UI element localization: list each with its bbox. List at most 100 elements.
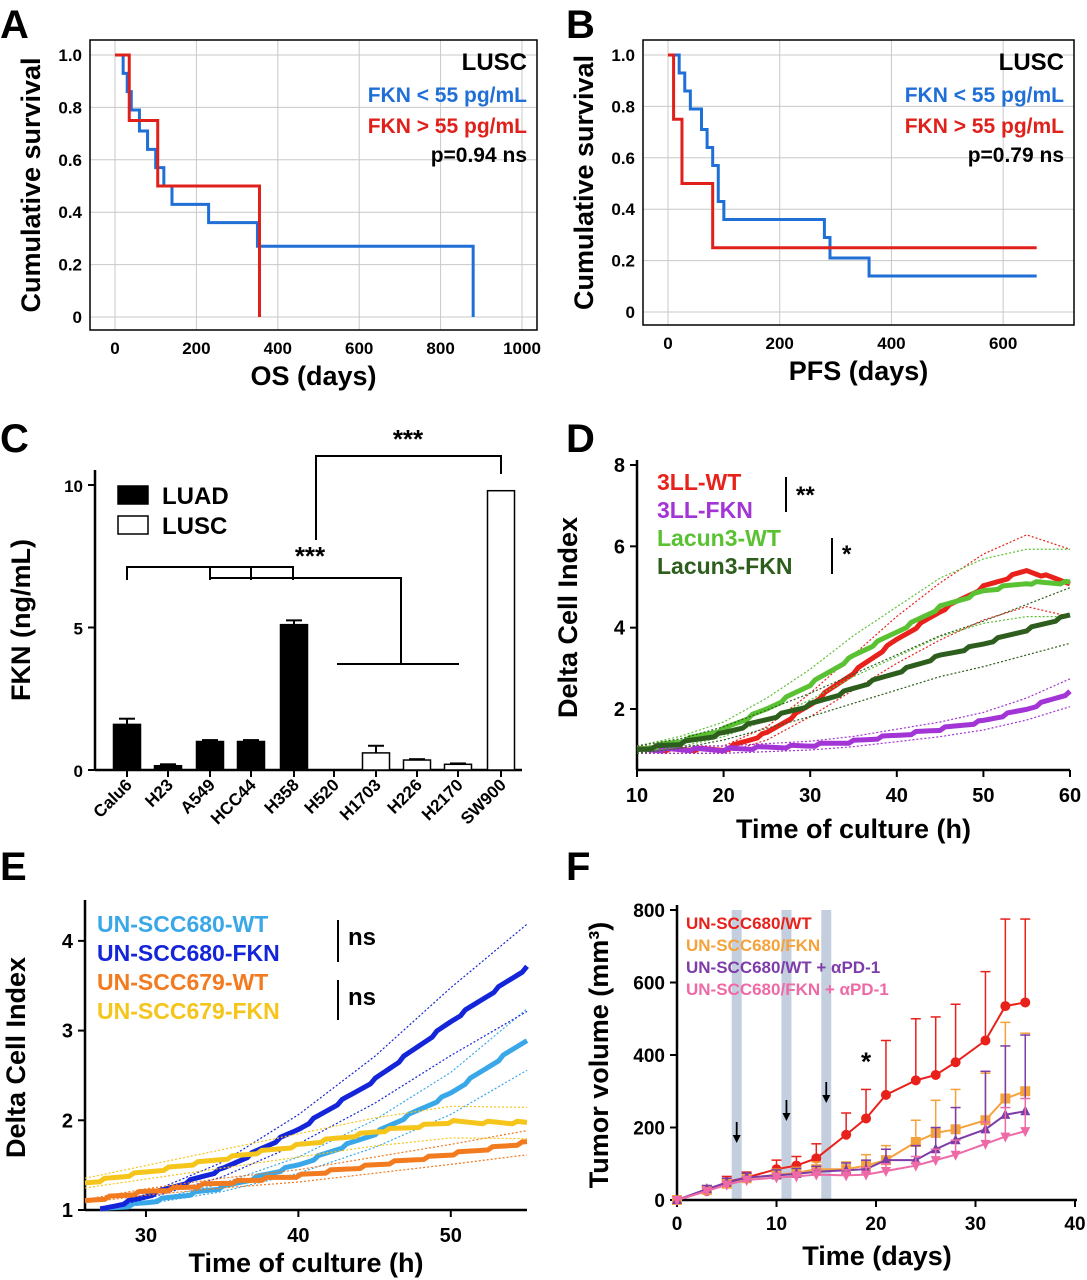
x-tick-label: 400 <box>877 334 905 353</box>
y-axis-title: FKN (ng/mL) <box>6 539 36 701</box>
y-axis-title: Delta Cell Index <box>553 517 583 718</box>
significance-label-0: ** <box>796 482 815 509</box>
y-tick-label: 6 <box>614 536 625 558</box>
series-line-2 <box>636 578 1071 752</box>
x-tick-label: 60 <box>1059 785 1081 807</box>
legend-entry-0: UN-SCC680/WT <box>686 914 812 933</box>
arrow-head-2 <box>822 1095 831 1103</box>
marker-0 <box>1020 997 1031 1008</box>
x-tick-label: 20 <box>712 785 734 807</box>
treatment-band-0 <box>731 910 742 1200</box>
marker-3 <box>741 1176 752 1187</box>
marker-0 <box>910 1075 921 1086</box>
marker-3 <box>1000 1132 1011 1143</box>
marker-3 <box>910 1161 921 1172</box>
marker-3 <box>672 1196 682 1206</box>
plot-frame <box>89 39 538 331</box>
legend-entry-0: FKN < 55 pg/mL <box>905 84 1064 107</box>
panel-label-c: C <box>0 417 29 461</box>
y-axis-title: Cumulative survival <box>16 57 46 312</box>
legend-entry-2: UN-SCC679-WT <box>97 969 268 995</box>
x-tick-label: 50 <box>972 785 994 807</box>
x-tick-label: 40 <box>886 785 908 807</box>
legend-entry-1: FKN > 55 pg/mL <box>905 115 1064 138</box>
marker-0 <box>980 1035 991 1046</box>
x-tick-label: 0 <box>672 1214 683 1235</box>
series-ci-lower-0 <box>637 605 1071 754</box>
series-line-1 <box>668 53 1037 250</box>
bar-3 <box>236 740 266 771</box>
panel-a: 0 200 400 600 800 1000 0 0.2 0.4 0.6 0.8 1.0 OS (day… <box>16 39 541 391</box>
y-tick-label: 0.4 <box>611 200 635 219</box>
legend-entry-1: 3LL-FKN <box>657 497 753 523</box>
marker-3 <box>841 1171 852 1182</box>
y-tick-label: 0 <box>73 308 82 327</box>
series-line-3 <box>84 1118 528 1186</box>
x-tick-label: 0 <box>663 334 672 353</box>
y-tick-label: 0 <box>74 762 83 781</box>
bar-2 <box>195 740 225 771</box>
significance-label-0: ns <box>348 924 376 951</box>
legend-entry-0: 3LL-WT <box>657 469 741 495</box>
legend-entry-0: FKN < 55 pg/mL <box>368 84 527 107</box>
marker-0 <box>1000 1001 1011 1012</box>
x-tick-label: 40 <box>1064 1214 1085 1235</box>
y-tick-label: 0.8 <box>611 97 635 116</box>
significance-label-1: * <box>842 541 852 568</box>
x-axis-title: Time of culture (h) <box>188 1248 423 1278</box>
legend-swatch-0 <box>117 485 149 505</box>
marker-3 <box>721 1180 732 1191</box>
bar-1 <box>153 764 183 771</box>
bar-8 <box>443 763 473 771</box>
legend-entry-1: LUSC <box>162 513 227 540</box>
series-line-0 <box>115 53 475 317</box>
category-label-4: H358 <box>261 775 303 817</box>
y-tick-label: 2 <box>614 699 625 721</box>
y-axis-title: Delta Cell Index <box>1 957 31 1158</box>
series-ci-lower-1 <box>637 706 1071 754</box>
treatment-band-2 <box>821 910 832 1200</box>
legend-title: LUSC <box>462 49 527 76</box>
marker-0 <box>930 1069 941 1080</box>
significance-label-1: *** <box>295 541 326 571</box>
panel-label-d: D <box>566 417 595 461</box>
series-ci-upper-3 <box>636 587 1071 747</box>
y-tick-label: 400 <box>633 1046 665 1067</box>
panel-f: 0 10 20 30 400200400600800*UN-SCC680/WTUN-SC… <box>584 901 1086 1271</box>
y-tick-label: 1.0 <box>611 46 635 65</box>
x-tick-label: 600 <box>989 334 1017 353</box>
y-tick-label: 0.4 <box>58 203 82 222</box>
bracket-compare <box>209 567 402 664</box>
p-value-label: p=0.94 ns <box>431 144 527 167</box>
y-tick-label: 0.2 <box>58 256 82 275</box>
y-tick-label: 800 <box>633 901 665 922</box>
y-tick-label: 5 <box>74 620 83 639</box>
marker-0 <box>880 1089 891 1100</box>
legend-swatch-1 <box>117 515 149 535</box>
panel-label-e: E <box>0 845 27 889</box>
marker-3 <box>1020 1127 1031 1138</box>
category-label-9: SW900 <box>457 775 510 828</box>
plot-frame <box>642 39 1075 326</box>
x-axis-title: Time of culture (h) <box>736 814 971 844</box>
legend-entry-3: UN-SCC679-FKN <box>97 998 280 1024</box>
bar-4 <box>279 623 309 771</box>
significance-label-0: * <box>861 1046 872 1076</box>
series-line-0 <box>100 1038 529 1211</box>
marker-0 <box>861 1113 872 1124</box>
series-ci-lower-3 <box>636 642 1071 754</box>
x-tick-label: 10 <box>766 1214 787 1235</box>
y-tick-label: 0.6 <box>58 151 82 170</box>
y-tick-label: 2 <box>62 1110 73 1132</box>
y-tick-label: 0.6 <box>611 149 635 168</box>
marker-3 <box>950 1150 961 1161</box>
y-axis-title: Cumulative survival <box>569 55 599 310</box>
marker-0 <box>950 1057 961 1068</box>
significance-label-1: ns <box>348 984 376 1011</box>
marker-3 <box>861 1170 872 1181</box>
panel-label-f: F <box>566 845 590 889</box>
marker-3 <box>771 1173 782 1184</box>
x-tick-label: 30 <box>799 785 821 807</box>
y-tick-label: 0.2 <box>611 252 635 271</box>
